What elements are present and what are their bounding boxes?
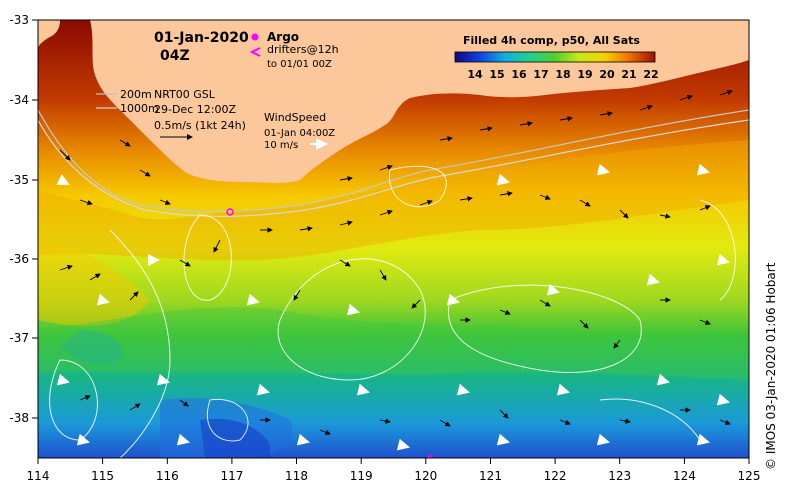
- wind-title: WindSpeed: [264, 111, 326, 124]
- map-date: 01-Jan-2020: [154, 30, 249, 46]
- isobath-1000-label: 1000m: [120, 102, 159, 115]
- drifter-marker: [425, 454, 433, 458]
- lon-tick: 119: [350, 469, 373, 483]
- gsl-scale: 0.5m/s (1kt 24h): [154, 119, 246, 132]
- sst-field: [38, 20, 749, 458]
- argo-legend-icon: [251, 33, 259, 41]
- lat-tick: -33: [9, 13, 29, 27]
- wind-scale: 10 m/s: [264, 140, 298, 151]
- lon-tick: 117: [220, 469, 243, 483]
- drifters-label: drifters@12h: [267, 43, 339, 56]
- colorbar-title: Filled 4h comp, p50, All Sats: [463, 34, 640, 47]
- lon-tick: 118: [285, 469, 308, 483]
- lat-tick: -34: [9, 93, 29, 107]
- lon-tick: 116: [156, 469, 179, 483]
- colorbar-ticks: 14 15 16 17 18 19 20 21 22: [467, 68, 658, 81]
- drifters-to-label: to 01/01 00Z: [267, 59, 332, 70]
- colorbar-tick: 22: [643, 68, 658, 81]
- plot-border: [37, 19, 750, 459]
- gsl-title: NRT00 GSL: [154, 88, 216, 101]
- isobath-200-label: 200m: [120, 88, 152, 101]
- colorbar-tick: 15: [489, 68, 504, 81]
- wind-vectors: [56, 163, 730, 451]
- map-hour: 04Z: [160, 48, 190, 64]
- colorbar-tick: 19: [577, 68, 592, 81]
- lon-tick: 125: [738, 469, 761, 483]
- lat-axis: -33 -34 -35 -36 -37 -38: [9, 13, 29, 425]
- lon-tick: 115: [91, 469, 114, 483]
- lon-axis: 114 115 116 117 118 119 120 121 122 123 …: [27, 469, 761, 483]
- lat-tick: -38: [9, 411, 29, 425]
- lat-tick: -37: [9, 331, 29, 345]
- credit-text-container: © IMOS 03-Jan-2020 01:06 Hobart: [764, 263, 778, 480]
- wind-date: 01-Jan 04:00Z: [264, 128, 335, 139]
- current-vectors: [59, 89, 733, 435]
- argo-label: Argo: [267, 30, 299, 44]
- colorbar-tick: 16: [511, 68, 527, 81]
- colorbar: [454, 51, 656, 63]
- lat-tick: -36: [9, 252, 29, 266]
- lon-tick: 121: [479, 469, 502, 483]
- colorbar-tick: 20: [599, 68, 615, 81]
- lon-tick: 120: [414, 469, 437, 483]
- credit-text: © IMOS 03-Jan-2020 01:06 Hobart: [764, 262, 778, 470]
- colorbar-tick: 18: [555, 68, 570, 81]
- drifter-legend-icon: [249, 47, 261, 57]
- lat-tick: -35: [9, 173, 29, 187]
- argo-float-marker: [226, 208, 234, 216]
- colorbar-tick: 17: [533, 68, 548, 81]
- lon-tick: 124: [673, 469, 696, 483]
- lon-tick: 114: [27, 469, 50, 483]
- lon-tick: 123: [608, 469, 631, 483]
- lon-tick: 122: [544, 469, 567, 483]
- colorbar-tick: 21: [621, 68, 636, 81]
- colorbar-tick: 14: [467, 68, 483, 81]
- gsl-date: 29-Dec 12:00Z: [154, 103, 236, 116]
